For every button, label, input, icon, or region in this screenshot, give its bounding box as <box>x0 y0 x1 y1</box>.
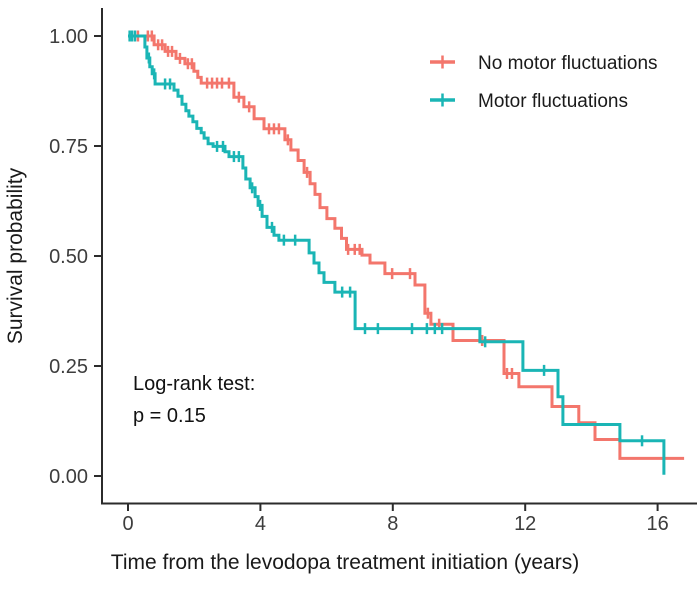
x-tick-label: 0 <box>122 513 133 535</box>
logrank-annotation: Log-rank test: p = 0.15 <box>133 373 255 427</box>
x-tick-label: 12 <box>514 513 536 535</box>
legend-label: Motor fluctuations <box>478 91 628 112</box>
x-axis-ticks: 0 4 8 12 16 <box>122 504 669 535</box>
series-motor-fluctuations <box>128 30 666 475</box>
legend-label: No motor fluctuations <box>478 53 658 74</box>
y-tick-label: 0.25 <box>49 356 88 378</box>
x-axis-title: Time from the levodopa treatment initiat… <box>111 551 579 574</box>
y-tick-label: 0.75 <box>49 136 88 158</box>
x-tick-label: 4 <box>255 513 266 535</box>
y-axis-title: Survival probability <box>4 167 27 344</box>
x-axis: 0 4 8 12 16 Time from the levodopa treatment… <box>101 502 697 574</box>
survival-curve <box>128 34 666 475</box>
x-tick-label: 8 <box>387 513 398 535</box>
survival-curves <box>128 30 685 475</box>
logrank-annotation-line1: Log-rank test: <box>133 373 255 395</box>
survival-curve <box>128 34 685 460</box>
y-tick-label: 0.00 <box>49 466 88 488</box>
x-tick-label: 16 <box>646 513 668 535</box>
y-axis-ticks: 0.00 0.25 0.50 0.75 1.00 <box>49 26 101 488</box>
legend-item-no-motor-fluctuations: No motor fluctuations <box>430 53 658 74</box>
logrank-annotation-line2: p = 0.15 <box>133 405 206 427</box>
y-tick-label: 0.50 <box>49 246 88 268</box>
y-tick-label: 1.00 <box>49 26 88 48</box>
legend: No motor fluctuations Motor fluctuations <box>430 53 658 112</box>
y-axis: 0.00 0.25 0.50 0.75 1.00 Survival probabilit… <box>4 8 103 504</box>
legend-item-motor-fluctuations: Motor fluctuations <box>430 91 628 112</box>
